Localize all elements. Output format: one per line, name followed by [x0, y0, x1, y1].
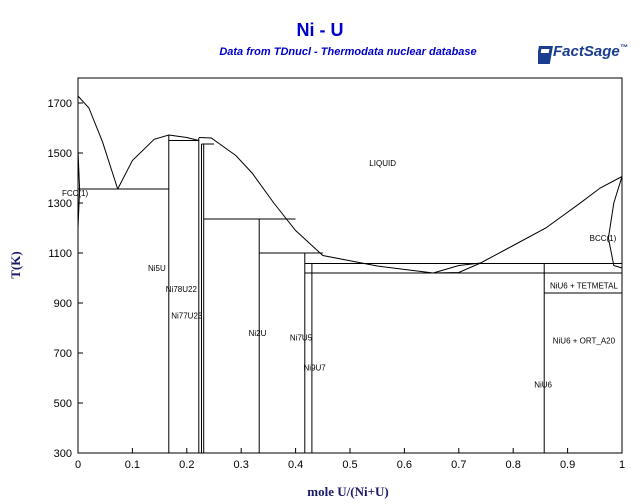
- x-tick-label: 0.3: [234, 459, 249, 471]
- y-tick-label: 700: [54, 348, 72, 360]
- x-tick-label: 1: [619, 459, 625, 471]
- phase-label: Ni77U23: [171, 312, 203, 321]
- factsage-logo: [538, 46, 553, 64]
- phase-label: NiU6: [534, 380, 552, 389]
- y-tick-label: 1500: [48, 148, 72, 160]
- factsage-logo-text: FactSage™: [553, 43, 628, 60]
- x-tick-label: 0.7: [451, 459, 466, 471]
- y-tick-label: 1700: [48, 98, 72, 110]
- x-tick-label: 0.5: [342, 459, 357, 471]
- phase-label: Ni2U: [249, 329, 267, 338]
- phase-label: Ni5U: [148, 264, 166, 273]
- phase-label: LIQUID: [369, 159, 396, 168]
- y-tick-label: 500: [54, 398, 72, 410]
- chart-title: Ni - U: [296, 20, 344, 40]
- y-tick-label: 1300: [48, 198, 72, 210]
- y-tick-label: 300: [54, 448, 72, 460]
- phase-boundary-3: [198, 137, 434, 274]
- phase-boundary-2: [117, 134, 199, 190]
- phase-label: NiU6 + ORT_A20: [553, 337, 616, 346]
- phase-label: BCC(1): [590, 234, 617, 243]
- x-tick-label: 0.2: [179, 459, 194, 471]
- phase-boundary-6: [607, 176, 623, 269]
- x-tick-label: 0.6: [397, 459, 412, 471]
- y-tick-label: 900: [54, 298, 72, 310]
- phase-boundary-5: [433, 262, 481, 274]
- x-tick-label: 0.9: [560, 459, 575, 471]
- phase-label: Ni9U7: [304, 364, 327, 373]
- x-tick-label: 0.1: [125, 459, 140, 471]
- phase-label: NiU6 + TETMETAL: [550, 282, 618, 291]
- x-tick-label: 0.8: [506, 459, 521, 471]
- phase-label: FCC(1): [62, 189, 89, 198]
- x-tick-label: 0: [75, 459, 81, 471]
- y-tick-label: 1100: [48, 248, 72, 260]
- x-tick-label: 0.4: [288, 459, 303, 471]
- phase-boundary-4: [433, 176, 623, 274]
- chart-subtitle: Data from TDnucl - Thermodata nuclear da…: [219, 46, 477, 58]
- y-axis-title: T(K): [8, 251, 23, 278]
- phase-label: Ni7U5: [290, 334, 313, 343]
- phase-boundary-1: [77, 95, 119, 190]
- x-axis-title: mole U/(Ni+U): [307, 484, 388, 499]
- phase-label: Ni78U22: [166, 285, 198, 294]
